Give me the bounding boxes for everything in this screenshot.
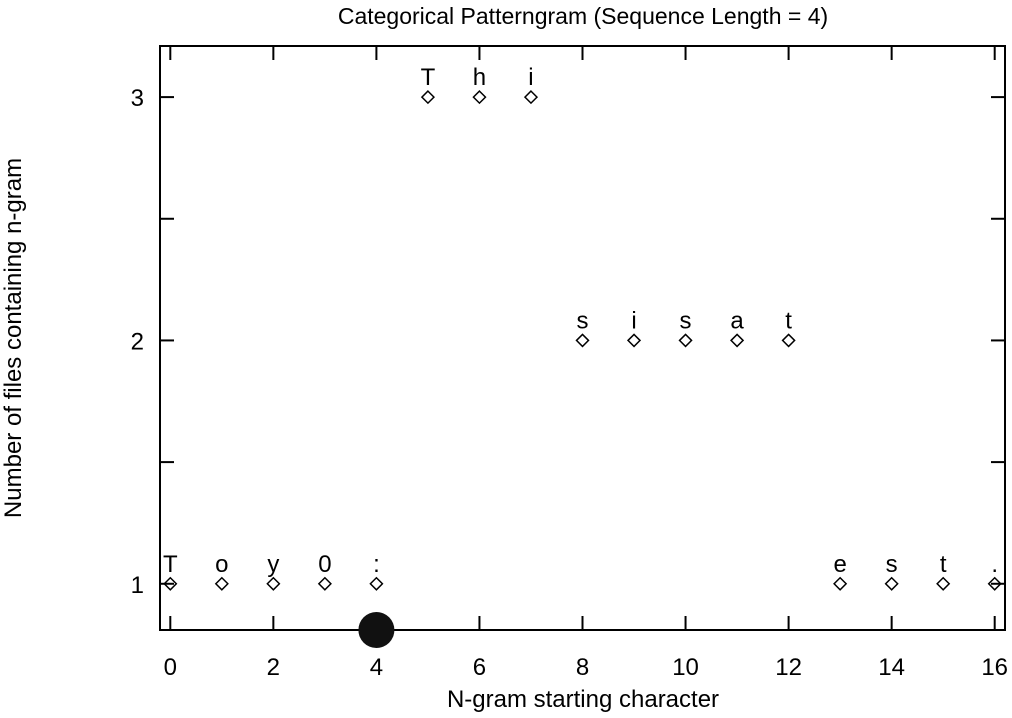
data-point-diamond: [730, 333, 745, 348]
point-char-label: T: [421, 64, 436, 91]
axis-ticks: [160, 46, 1005, 630]
plot-frame: [159, 45, 1006, 631]
x-tick-label: 4: [370, 654, 383, 681]
point-char-label: o: [215, 551, 228, 578]
x-tick-label: 12: [775, 654, 802, 681]
data-point-diamond: [678, 333, 693, 348]
data-point-diamond: [266, 576, 281, 591]
point-char-label: s: [577, 307, 589, 334]
data-point-diamond: [317, 576, 332, 591]
x-tick-label: 6: [473, 654, 486, 681]
point-char-label: y: [267, 551, 279, 578]
data-point-diamond: [523, 90, 539, 105]
x-tick-label: 16: [981, 654, 1008, 681]
point-char-label: a: [730, 307, 744, 334]
y-tick-label: 2: [131, 328, 144, 355]
point-char-label: e: [833, 551, 846, 578]
data-point-diamond: [781, 333, 796, 348]
y-tick-label: 3: [131, 85, 144, 112]
point-char-label: s: [886, 551, 898, 578]
data-point-diamond: [420, 90, 435, 105]
point-char-label: i: [528, 64, 533, 91]
point-char-label: T: [163, 551, 178, 578]
point-char-label: i: [631, 307, 636, 334]
data-point-diamond: [472, 90, 487, 105]
x-tick-label: 8: [576, 654, 589, 681]
position-marker[interactable]: [358, 612, 395, 648]
point-char-label: t: [785, 307, 792, 334]
point-char-label: h: [473, 64, 486, 91]
x-tick-label: 10: [672, 654, 699, 681]
data-point-diamond: [214, 576, 229, 591]
data-point-diamond: [575, 333, 590, 348]
data-point-diamond: [626, 333, 642, 348]
y-axis-label: Number of files containing n-gram: [0, 158, 27, 518]
point-char-label: 0: [318, 551, 331, 578]
data-point-diamond: [369, 576, 384, 591]
x-tick-label: 2: [267, 654, 280, 681]
point-char-label: .: [991, 551, 998, 578]
data-points: [163, 90, 1002, 591]
x-tick-label: 14: [878, 654, 905, 681]
data-point-diamond: [833, 576, 848, 591]
y-tick-label: 1: [131, 572, 144, 599]
chart-title: Categorical Patterngram (Sequence Length…: [338, 3, 828, 29]
data-point-diamond: [936, 576, 951, 591]
data-point-diamond: [884, 576, 899, 591]
point-char-label: s: [680, 307, 692, 334]
data-point-diamond: [163, 576, 178, 591]
x-axis-label: N-gram starting character: [447, 686, 719, 713]
point-char-label: :: [373, 551, 380, 578]
data-point-diamond: [987, 576, 1002, 591]
x-tick-label: 0: [164, 654, 177, 681]
point-char-label: t: [940, 551, 947, 578]
